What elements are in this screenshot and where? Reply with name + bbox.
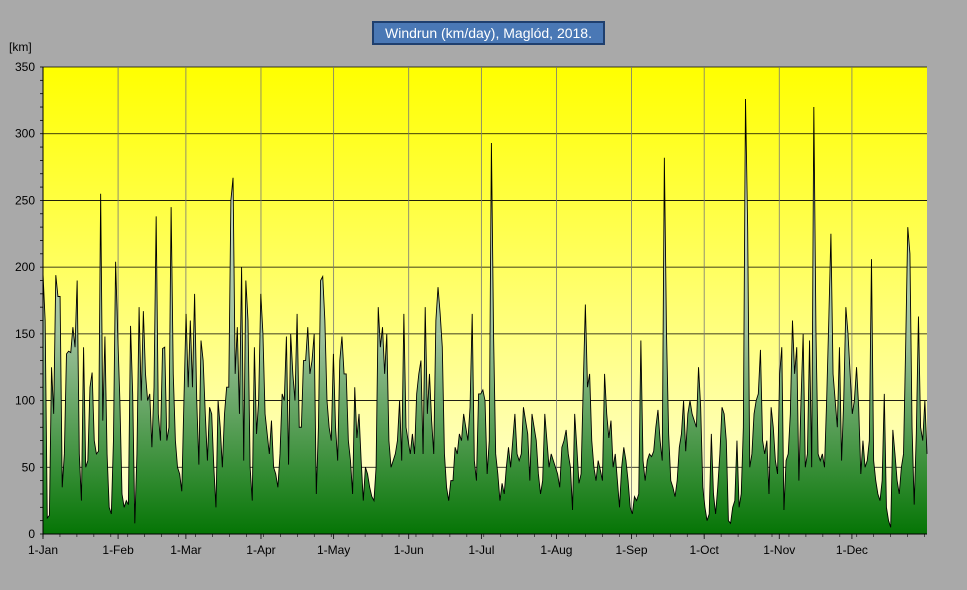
y-tick-label: 250: [15, 193, 35, 207]
x-tick-label: 1-Sep: [616, 543, 648, 557]
x-tick-label: 1-Jul: [468, 543, 494, 557]
x-tick-label: 1-May: [317, 543, 350, 557]
x-tick-label: 1-Aug: [540, 543, 572, 557]
x-tick-label: 1-Apr: [246, 543, 275, 557]
x-tick-label: 1-Jan: [28, 543, 58, 557]
x-tick-label: 1-Feb: [102, 543, 134, 557]
windrun-line: [42, 99, 928, 528]
y-tick-label: 0: [28, 527, 35, 541]
y-tick-label: 50: [22, 460, 36, 474]
chart-title: Windrun (km/day), Maglód, 2018.: [372, 21, 605, 45]
y-tick-label: 100: [15, 394, 35, 408]
x-tick-label: 1-Nov: [763, 543, 795, 557]
x-tick-label: 1-Jun: [394, 543, 424, 557]
y-tick-label: 350: [15, 60, 35, 74]
x-tick-label: 1-Oct: [690, 543, 720, 557]
y-axis-unit-label: [km]: [9, 40, 32, 54]
y-tick-label: 150: [15, 327, 35, 341]
x-tick-label: 1-Dec: [836, 543, 868, 557]
windrun-area: [43, 99, 927, 535]
y-tick-label: 300: [15, 127, 35, 141]
x-tick-label: 1-Mar: [170, 543, 201, 557]
y-tick-label: 200: [15, 260, 35, 274]
